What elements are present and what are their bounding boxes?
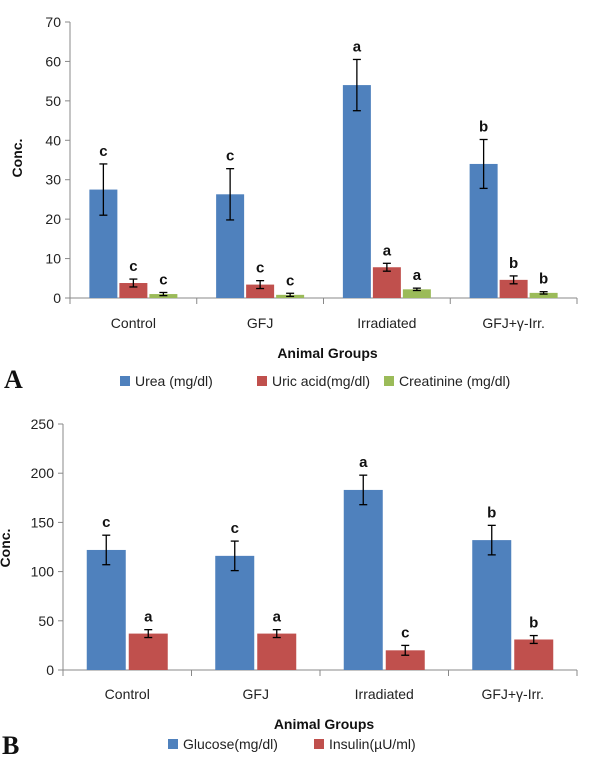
chart-a: 0 10 20 30 40 50 60 70 Control GFJ Irradiated GFJ+γ… bbox=[4, 14, 578, 394]
bar bbox=[402, 289, 431, 298]
significance-label: a bbox=[144, 609, 153, 626]
legend-entry: Urea (mg/dl) bbox=[135, 373, 213, 389]
bar bbox=[246, 284, 275, 298]
bar bbox=[472, 540, 512, 670]
significance-label: c bbox=[99, 143, 107, 160]
bar bbox=[385, 650, 425, 670]
legend-entry: Glucose(mg/dl) bbox=[183, 736, 278, 752]
chart-b: 0 50 100 150 200 250 Control GFJ Irradiated GFJ+γ… bbox=[0, 416, 578, 758]
legend-swatch bbox=[314, 739, 324, 749]
significance-label: b bbox=[479, 118, 488, 135]
y-axis-title: Conc. bbox=[0, 529, 13, 568]
y-tick-label: 20 bbox=[45, 211, 61, 227]
significance-label: b bbox=[539, 271, 548, 288]
x-axis-title: Animal Groups bbox=[277, 345, 378, 361]
y-tick-label: 60 bbox=[45, 53, 61, 69]
significance-label: a bbox=[273, 609, 282, 626]
x-tick-label: Irradiated bbox=[355, 686, 414, 702]
legend-entry: Uric acid(mg/dl) bbox=[272, 373, 370, 389]
panel-label: B bbox=[2, 731, 19, 758]
bar bbox=[215, 555, 255, 670]
significance-label: c bbox=[129, 258, 137, 275]
y-tick-label: 10 bbox=[45, 251, 61, 267]
bar bbox=[514, 639, 554, 670]
bar bbox=[529, 292, 558, 298]
significance-label: b bbox=[487, 504, 496, 521]
legend-swatch bbox=[168, 739, 178, 749]
x-tick-label: Control bbox=[105, 686, 150, 702]
x-tick-label: GFJ bbox=[243, 686, 269, 702]
legend-swatch bbox=[384, 376, 394, 386]
y-axis-title: Conc. bbox=[9, 139, 25, 178]
significance-label: a bbox=[383, 242, 392, 259]
bar bbox=[128, 633, 168, 670]
significance-label: b bbox=[509, 255, 518, 272]
y-tick-label: 50 bbox=[38, 613, 54, 629]
bar bbox=[119, 283, 148, 298]
significance-label: a bbox=[413, 267, 422, 284]
significance-label: a bbox=[353, 38, 362, 55]
legend-swatch bbox=[120, 376, 130, 386]
x-tick-label: Irradiated bbox=[357, 315, 416, 331]
x-axis-title: Animal Groups bbox=[274, 716, 375, 732]
y-tick-label: 50 bbox=[45, 93, 61, 109]
x-tick-label: GFJ bbox=[247, 315, 273, 331]
significance-label: a bbox=[359, 454, 368, 471]
legend-entry: Insulin(µU/ml) bbox=[329, 736, 416, 752]
significance-label: c bbox=[231, 520, 239, 537]
significance-label: c bbox=[256, 260, 264, 277]
y-tick-label: 40 bbox=[45, 132, 61, 148]
y-tick-label: 100 bbox=[31, 564, 55, 580]
significance-label: c bbox=[159, 271, 167, 288]
legend-entry: Creatinine (mg/dl) bbox=[399, 373, 510, 389]
bar bbox=[372, 267, 401, 298]
y-tick-label: 200 bbox=[31, 465, 55, 481]
significance-label: c bbox=[286, 272, 294, 289]
y-tick-label: 0 bbox=[46, 662, 54, 678]
bar bbox=[257, 633, 297, 670]
significance-label: b bbox=[529, 615, 538, 632]
panel-label: A bbox=[4, 365, 23, 394]
x-tick-label: GFJ+γ-Irr. bbox=[482, 315, 545, 331]
x-tick-label: Control bbox=[111, 315, 156, 331]
x-tick-label: GFJ+γ-Irr. bbox=[481, 686, 544, 702]
legend-swatch bbox=[257, 376, 267, 386]
y-tick-label: 150 bbox=[31, 514, 55, 530]
y-tick-label: 70 bbox=[45, 14, 61, 30]
y-tick-label: 0 bbox=[53, 290, 61, 306]
significance-label: c bbox=[401, 624, 409, 641]
bar bbox=[499, 279, 528, 298]
significance-label: c bbox=[226, 148, 234, 165]
y-tick-label: 30 bbox=[45, 172, 61, 188]
bar bbox=[86, 549, 126, 670]
significance-label: c bbox=[102, 514, 110, 531]
y-tick-label: 250 bbox=[31, 416, 55, 432]
bar bbox=[343, 489, 383, 670]
bar bbox=[342, 85, 371, 298]
